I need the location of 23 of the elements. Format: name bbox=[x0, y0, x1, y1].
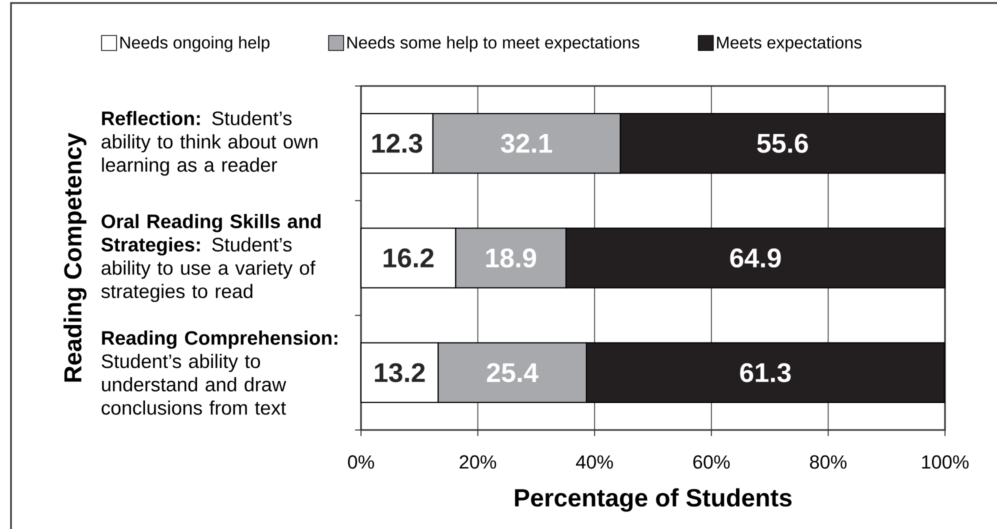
data-label: 13.2 bbox=[374, 363, 425, 382]
legend-label: Needs some help to meet expectations bbox=[347, 36, 640, 52]
x-tick-label: 60% bbox=[693, 455, 730, 469]
y-axis-title: Reading Competency bbox=[64, 132, 86, 382]
x-tick-label: 80% bbox=[810, 455, 847, 469]
x-axis-title: Percentage of Students bbox=[515, 488, 792, 512]
x-tick-label: 100% bbox=[922, 455, 969, 469]
data-label: 61.3 bbox=[740, 363, 791, 382]
legend-label: Meets expectations bbox=[717, 36, 862, 52]
x-tick-label: 20% bbox=[460, 455, 496, 469]
data-label: 25.4 bbox=[486, 363, 538, 382]
y-tick-label: Reading Comprehension: Student’s ability to understand and draw conclusions from text bbox=[102, 330, 338, 415]
x-tick-label: 0% bbox=[348, 455, 374, 469]
y-tick-label: Reflection: Student’s ability to think about own learning as a reader bbox=[102, 110, 318, 176]
y-tick-label: Oral Reading Skills and Strategies: Student’s ability to use a variety of strategies to read bbox=[101, 214, 321, 302]
data-label: 18.9 bbox=[486, 248, 536, 268]
data-label: 64.9 bbox=[730, 248, 781, 268]
x-tick-label: 40% bbox=[576, 455, 613, 469]
data-label: 16.2 bbox=[384, 248, 434, 268]
data-label: 55.6 bbox=[757, 134, 808, 153]
data-label: 12.3 bbox=[372, 134, 422, 153]
data-label: 32.1 bbox=[500, 134, 552, 153]
legend-label: Needs ongoing help bbox=[120, 36, 270, 52]
